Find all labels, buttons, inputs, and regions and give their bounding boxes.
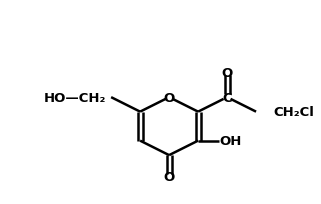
Text: O: O	[221, 66, 233, 79]
Text: OH: OH	[219, 134, 242, 147]
Text: CH₂Cl: CH₂Cl	[273, 106, 314, 119]
Text: O: O	[163, 91, 175, 104]
Text: HO—CH₂: HO—CH₂	[44, 91, 106, 104]
Text: C: C	[222, 91, 232, 104]
Text: O: O	[163, 170, 175, 183]
